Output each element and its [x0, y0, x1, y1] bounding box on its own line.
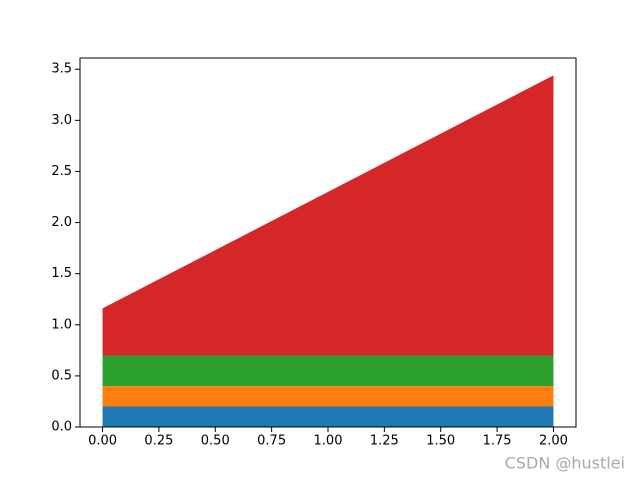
- watermark: CSDN @hustlei: [505, 454, 625, 473]
- x-tick-label: 0.00: [88, 434, 117, 449]
- x-tick-label: 2.00: [539, 434, 568, 449]
- x-tick-label: 0.25: [144, 434, 173, 449]
- y-tick-label: 2.0: [51, 215, 72, 230]
- y-tick-label: 0.0: [51, 420, 72, 435]
- x-tick-label: 1.25: [370, 434, 399, 449]
- area-layer: [102, 406, 554, 427]
- y-tick-label: 1.5: [51, 266, 72, 281]
- x-tick-label: 1.50: [426, 434, 455, 449]
- y-tick-label: 0.5: [51, 368, 72, 383]
- x-tick-label: 0.75: [257, 434, 286, 449]
- y-tick-label: 1.0: [51, 317, 72, 332]
- x-tick-label: 1.75: [483, 434, 512, 449]
- y-tick-label: 3.5: [51, 62, 72, 77]
- x-tick-label: 1.00: [314, 434, 343, 449]
- area-layer: [102, 386, 554, 407]
- area-layer: [102, 355, 554, 387]
- area-layer: [102, 75, 554, 356]
- y-tick-label: 3.0: [51, 113, 72, 128]
- x-tick-label: 0.50: [201, 434, 230, 449]
- y-tick-label: 2.5: [51, 164, 72, 179]
